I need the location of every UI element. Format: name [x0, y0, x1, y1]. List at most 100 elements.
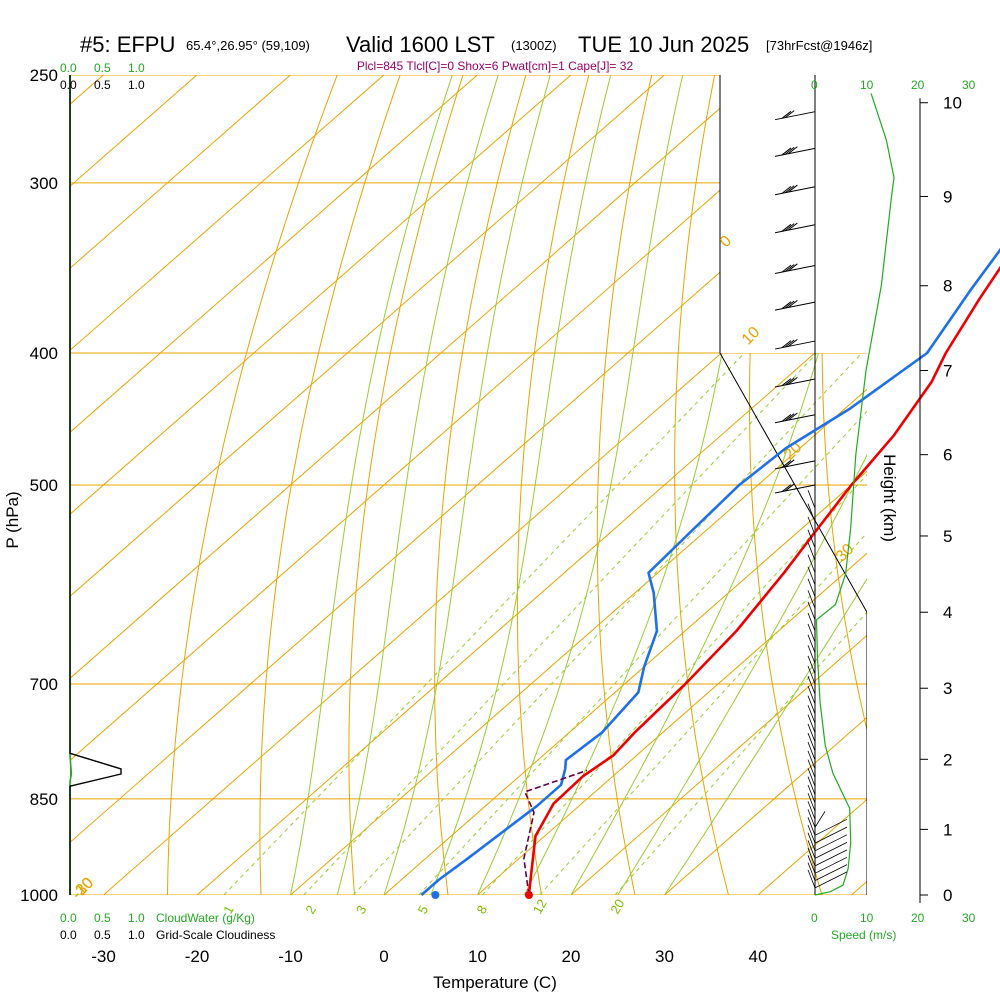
mixing-ratio-line	[223, 352, 745, 895]
wind-barb	[807, 665, 816, 685]
isotherm-line	[70, 75, 385, 351]
cloud-water-legend-top: 0.0 0.5 1.0 0.0 0.5 1.0	[60, 61, 145, 92]
wind-barb	[807, 759, 816, 778]
wind-barb	[807, 590, 816, 609]
wind-barb	[774, 146, 816, 157]
height-tick-label: 7	[943, 362, 952, 381]
dry-adiabat	[434, 75, 527, 895]
height-tick-label: 6	[943, 446, 952, 465]
pressure-axis-ticks: 250 300 400 500 700 850 1000	[20, 66, 58, 905]
wind-barb	[807, 847, 848, 867]
moist-adiabat	[336, 75, 499, 895]
wind-barb	[774, 110, 816, 121]
cloud-water-tick-0: 0.0	[60, 61, 77, 75]
wind-barb	[774, 459, 816, 470]
mixing-ratio-label: 5	[415, 903, 432, 917]
cloudiness-tick-0: 0.0	[60, 78, 77, 92]
wind-barb	[807, 612, 816, 632]
wind-barb	[807, 776, 816, 795]
isotherm-line	[70, 75, 665, 597]
wind-barb	[774, 338, 816, 350]
moist-adiabat	[477, 75, 684, 895]
title-station: #5: EFPU	[80, 32, 175, 57]
dry-adiabat	[348, 75, 464, 895]
speed-bottom-tick-2: 20	[911, 911, 925, 925]
wind-barb	[807, 645, 816, 664]
mixing-ratio-line	[481, 473, 867, 895]
wind-barb	[807, 793, 816, 812]
mixing-ratio-line	[303, 352, 818, 895]
wind-barb	[807, 554, 816, 573]
wind-barb	[807, 862, 848, 881]
wind-barb	[807, 714, 816, 733]
cloud-water-bottom-tick-0: 0.0	[60, 911, 77, 925]
title-forecast: [73hrFcst@1946z]	[766, 38, 872, 53]
x-tick-label: 0	[379, 947, 388, 966]
isotherm-line	[70, 75, 572, 515]
dry-adiabat	[596, 75, 653, 895]
wind-barb	[774, 412, 816, 424]
cloud-water-bottom-tick-1: 0.5	[94, 911, 111, 925]
wind-barb	[807, 750, 816, 770]
speed-bottom-tick-0: 0	[811, 911, 818, 925]
wind-panel-mask	[720, 75, 867, 354]
x-tick-label: 40	[749, 947, 768, 966]
wind-barb	[807, 741, 816, 761]
height-tick-label: 8	[943, 277, 952, 296]
isotherm-line	[70, 75, 291, 269]
height-axis-ticks: 0 1 2 3 4 5 6 7 8 9 10	[919, 94, 962, 905]
sounding-indices: Plcl=845 Tlcl[C]=0 Shox=6 Pwat[cm]=1 Cap…	[357, 59, 634, 73]
pressure-tick-label: 500	[30, 476, 58, 495]
wind-barb	[807, 578, 816, 597]
moist-adiabat	[664, 577, 867, 895]
isotherm-line	[70, 75, 478, 433]
wind-barb	[807, 705, 816, 724]
wind-barb	[807, 768, 816, 787]
wind-speed-profile	[814, 93, 895, 896]
height-tick-label: 5	[943, 527, 952, 546]
wind-barb	[807, 723, 816, 743]
x-tick-label: 10	[468, 947, 487, 966]
wind-barb	[807, 809, 826, 828]
x-tick-label: -10	[278, 947, 303, 966]
height-tick-label: 9	[943, 188, 952, 207]
isotherm-line	[477, 552, 867, 895]
mixing-ratio-line	[418, 410, 867, 895]
wind-barb	[774, 263, 816, 275]
dry-adiabat	[259, 75, 401, 895]
pressure-tick-label: 400	[30, 344, 58, 363]
cloudiness-tick-1: 0.5	[94, 78, 111, 92]
isotherm-line	[70, 75, 852, 762]
mixing-ratio-labels: 1 2 3 5 8 12 20	[220, 896, 627, 916]
cloudiness-bottom-tick-2: 1.0	[128, 928, 145, 942]
cloudiness-tick-2: 1.0	[128, 78, 145, 92]
x-tick-label: 30	[655, 947, 674, 966]
moist-adiabat	[290, 75, 453, 895]
wind-barb	[807, 529, 816, 548]
wind-barb	[807, 655, 816, 674]
speed-legend: 0 10 20 30 0 10 20 30 Speed (m/s)	[811, 78, 976, 942]
height-tick-label: 2	[943, 750, 952, 769]
isotherm-line	[570, 634, 867, 895]
isotherm-label: -10	[69, 874, 97, 902]
title-date: TUE 10 Jun 2025	[578, 32, 749, 57]
profile-layer	[69, 75, 1000, 899]
height-tick-label: 10	[943, 94, 962, 113]
parcel-trace-line	[523, 769, 588, 896]
cloudiness-bottom-tick-0: 0.0	[60, 928, 77, 942]
wind-barb	[807, 855, 848, 874]
wind-barb	[807, 784, 816, 804]
cloudiness-label: Grid-Scale Cloudiness	[156, 928, 275, 942]
wind-barb	[807, 685, 816, 705]
wind-barb	[774, 222, 816, 234]
moist-adiabat	[617, 453, 867, 895]
panel-border-diagonal	[719, 352, 867, 613]
height-tick-label: 1	[943, 820, 952, 839]
cloud-water-tick-1: 0.5	[94, 61, 111, 75]
wind-barb	[807, 695, 816, 714]
cloud-water-bottom-tick-2: 1.0	[128, 911, 145, 925]
title-coords: 65.4°,26.95° (59,109)	[186, 38, 310, 53]
pressure-tick-label: 700	[30, 675, 58, 694]
pressure-tick-label: 300	[30, 174, 58, 193]
